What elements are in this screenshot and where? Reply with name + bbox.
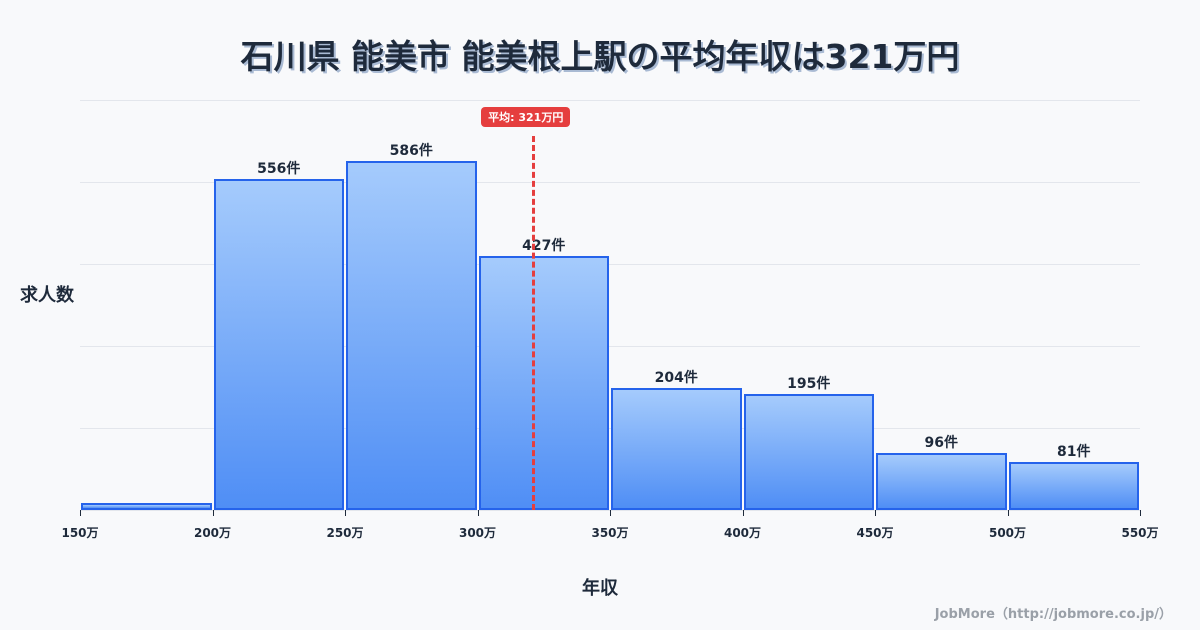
gridline (80, 346, 1140, 347)
x-tick-label: 400万 (723, 526, 762, 540)
x-tick (1007, 510, 1009, 516)
histogram-bar (478, 255, 609, 510)
x-tick (1140, 510, 1141, 516)
chart-title: 石川県 能美市 能美根上駅の平均年収は321万円 (240, 37, 960, 76)
x-tick (875, 510, 876, 516)
x-tick (742, 510, 744, 516)
x-tick-label: 350万 (591, 526, 629, 540)
mean-line (532, 136, 536, 510)
x-tick-label: 500万 (988, 526, 1027, 540)
bar-value-label: 81件 (1057, 443, 1091, 460)
histogram-bar (1008, 461, 1139, 510)
x-tick (345, 510, 346, 516)
x-tick-label: 150万 (61, 526, 99, 540)
y-axis-label: 求人数 (20, 285, 74, 306)
x-tick (80, 510, 81, 516)
x-tick-label: 250万 (326, 526, 364, 540)
gridline (80, 182, 1140, 183)
bar-value-label: 96件 (924, 434, 958, 451)
bar-value-label: 204件 (654, 370, 698, 387)
bar-value-label: 556件 (257, 160, 301, 177)
plot-area: 556件 586件 427件 204件 195件 96件 81件 150万 200万 250万 30… (61, 100, 1159, 540)
histogram-bar (611, 388, 742, 510)
x-tick-label: 300万 (458, 526, 497, 540)
bar-value-label: 195件 (787, 375, 831, 392)
gridline (80, 428, 1140, 429)
x-tick (212, 510, 214, 516)
x-tick-label: 550万 (1121, 526, 1159, 540)
histogram-bar (213, 178, 344, 510)
x-tick (477, 510, 479, 516)
x-axis-label: 年収 (582, 578, 618, 599)
mean-badge: 平均: 321万円 (481, 107, 571, 127)
x-tick (610, 510, 611, 516)
bar-value-label: 427件 (522, 237, 566, 254)
histogram-bar (743, 393, 874, 510)
histogram-bar (346, 160, 477, 510)
x-tick-label: 450万 (856, 526, 894, 540)
bar-value-label: 586件 (389, 142, 433, 159)
histogram-bar (81, 502, 212, 510)
gridline (80, 100, 1140, 101)
gridline (80, 264, 1140, 265)
credit-text: JobMore（http://jobmore.co.jp/） (934, 607, 1172, 622)
histogram-bar (876, 452, 1007, 510)
x-tick-label: 200万 (193, 526, 232, 540)
